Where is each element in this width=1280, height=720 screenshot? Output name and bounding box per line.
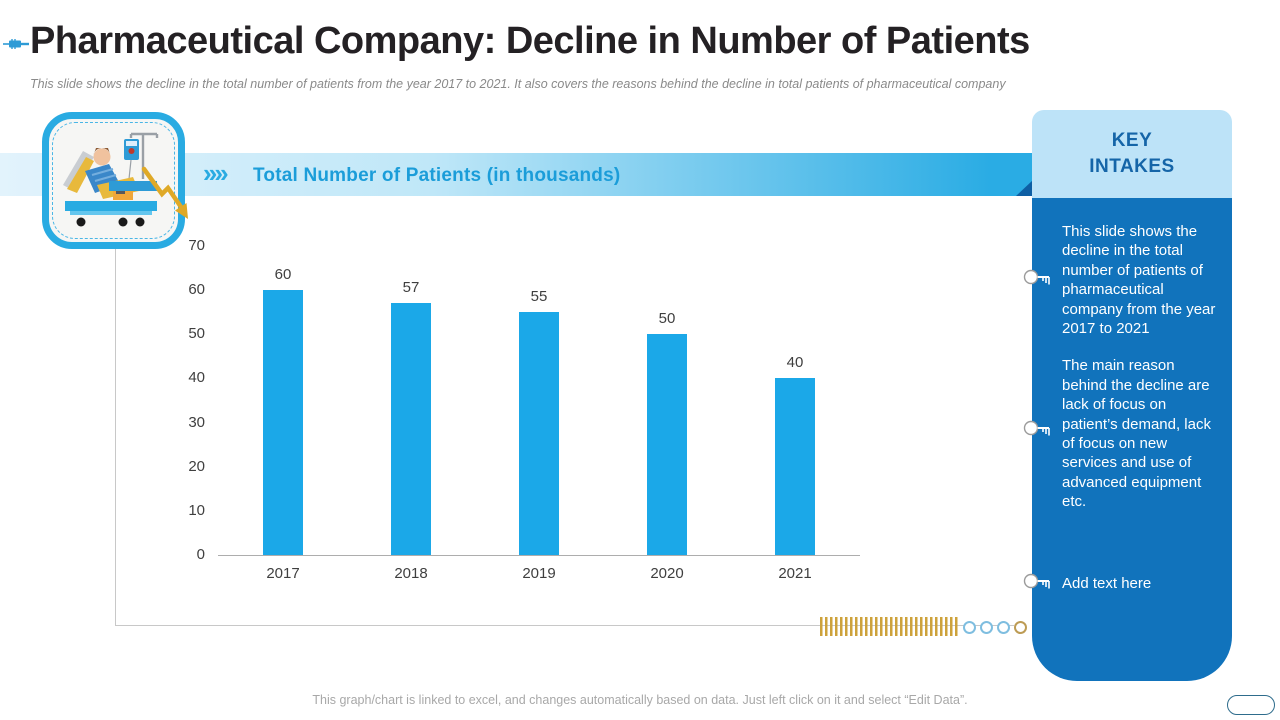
bar-value-label: 50 bbox=[658, 310, 676, 328]
bar-2017[interactable] bbox=[263, 290, 303, 555]
slide-number-pill bbox=[1227, 695, 1275, 715]
chevrons-icon: ›››› bbox=[203, 158, 229, 188]
dot-icon bbox=[997, 621, 1010, 634]
key-intake-item: This slide shows the decline in the tota… bbox=[1062, 223, 1216, 338]
y-tick-label: 10 bbox=[188, 501, 205, 519]
page-title: Pharmaceutical Company: Decline in Numbe… bbox=[30, 20, 1030, 62]
dot-icon bbox=[1014, 621, 1027, 634]
bar-2019[interactable] bbox=[519, 312, 559, 555]
key-intakes-body: This slide shows the decline in the tota… bbox=[1032, 198, 1232, 681]
bar-2018[interactable] bbox=[391, 303, 431, 555]
bar-value-label: 40 bbox=[786, 354, 804, 372]
y-tick-label: 0 bbox=[196, 546, 205, 563]
dot-icon bbox=[980, 621, 993, 634]
y-tick-label: 60 bbox=[188, 281, 205, 299]
chart-frame bbox=[115, 237, 1014, 626]
x-tick-label: 2021 bbox=[778, 565, 812, 582]
key-connector-icon bbox=[1023, 420, 1050, 436]
patient-bed-icon bbox=[63, 132, 159, 227]
dashed-border bbox=[52, 122, 175, 239]
x-tick-label: 2019 bbox=[522, 565, 556, 582]
y-tick-label: 30 bbox=[188, 413, 205, 431]
syringe-icon bbox=[3, 39, 29, 49]
y-axis: 0 10 20 30 40 50 60 70 bbox=[158, 237, 205, 563]
footer-note: This graph/chart is linked to excel, and… bbox=[312, 693, 968, 707]
x-tick-label: 2020 bbox=[650, 565, 684, 582]
decline-arrow-icon bbox=[141, 166, 188, 219]
dots-decoration bbox=[963, 621, 1027, 634]
x-tick-label: 2017 bbox=[266, 565, 300, 582]
patient-illustration-box bbox=[42, 112, 185, 249]
key-intake-item: The main reason behind the decline are l… bbox=[1062, 357, 1211, 511]
bar-2020[interactable] bbox=[647, 334, 687, 555]
bar-2021[interactable] bbox=[775, 378, 815, 555]
bar-value-label: 60 bbox=[274, 266, 292, 284]
y-tick-label: 20 bbox=[188, 457, 205, 475]
bar-chart-plot[interactable]: 60 2017 57 2018 55 2019 50 2020 40 2021 bbox=[218, 246, 860, 582]
page-subtitle: This slide shows the decline in the tota… bbox=[30, 77, 1006, 91]
bar-value-label: 57 bbox=[402, 279, 420, 297]
key-intakes-title: KEY INTAKES bbox=[1089, 130, 1175, 177]
x-tick-label: 2018 bbox=[394, 565, 428, 582]
key-intakes-panel: KEY INTAKES This slide shows the decline… bbox=[1023, 110, 1232, 681]
barcode-decoration bbox=[820, 617, 960, 636]
y-tick-label: 50 bbox=[188, 325, 205, 343]
key-intakes-header: KEY INTAKES bbox=[1032, 110, 1232, 198]
key-connector-icon bbox=[1023, 269, 1050, 285]
y-tick-label: 40 bbox=[188, 369, 205, 387]
dot-icon bbox=[963, 621, 976, 634]
key-connector-icon bbox=[1023, 573, 1050, 589]
key-intake-item-placeholder[interactable]: Add text here bbox=[1062, 574, 1152, 592]
bar-value-label: 55 bbox=[530, 288, 548, 306]
y-tick-label: 70 bbox=[188, 237, 205, 254]
chart-section-title: Total Number of Patients (in thousands) bbox=[253, 165, 621, 186]
